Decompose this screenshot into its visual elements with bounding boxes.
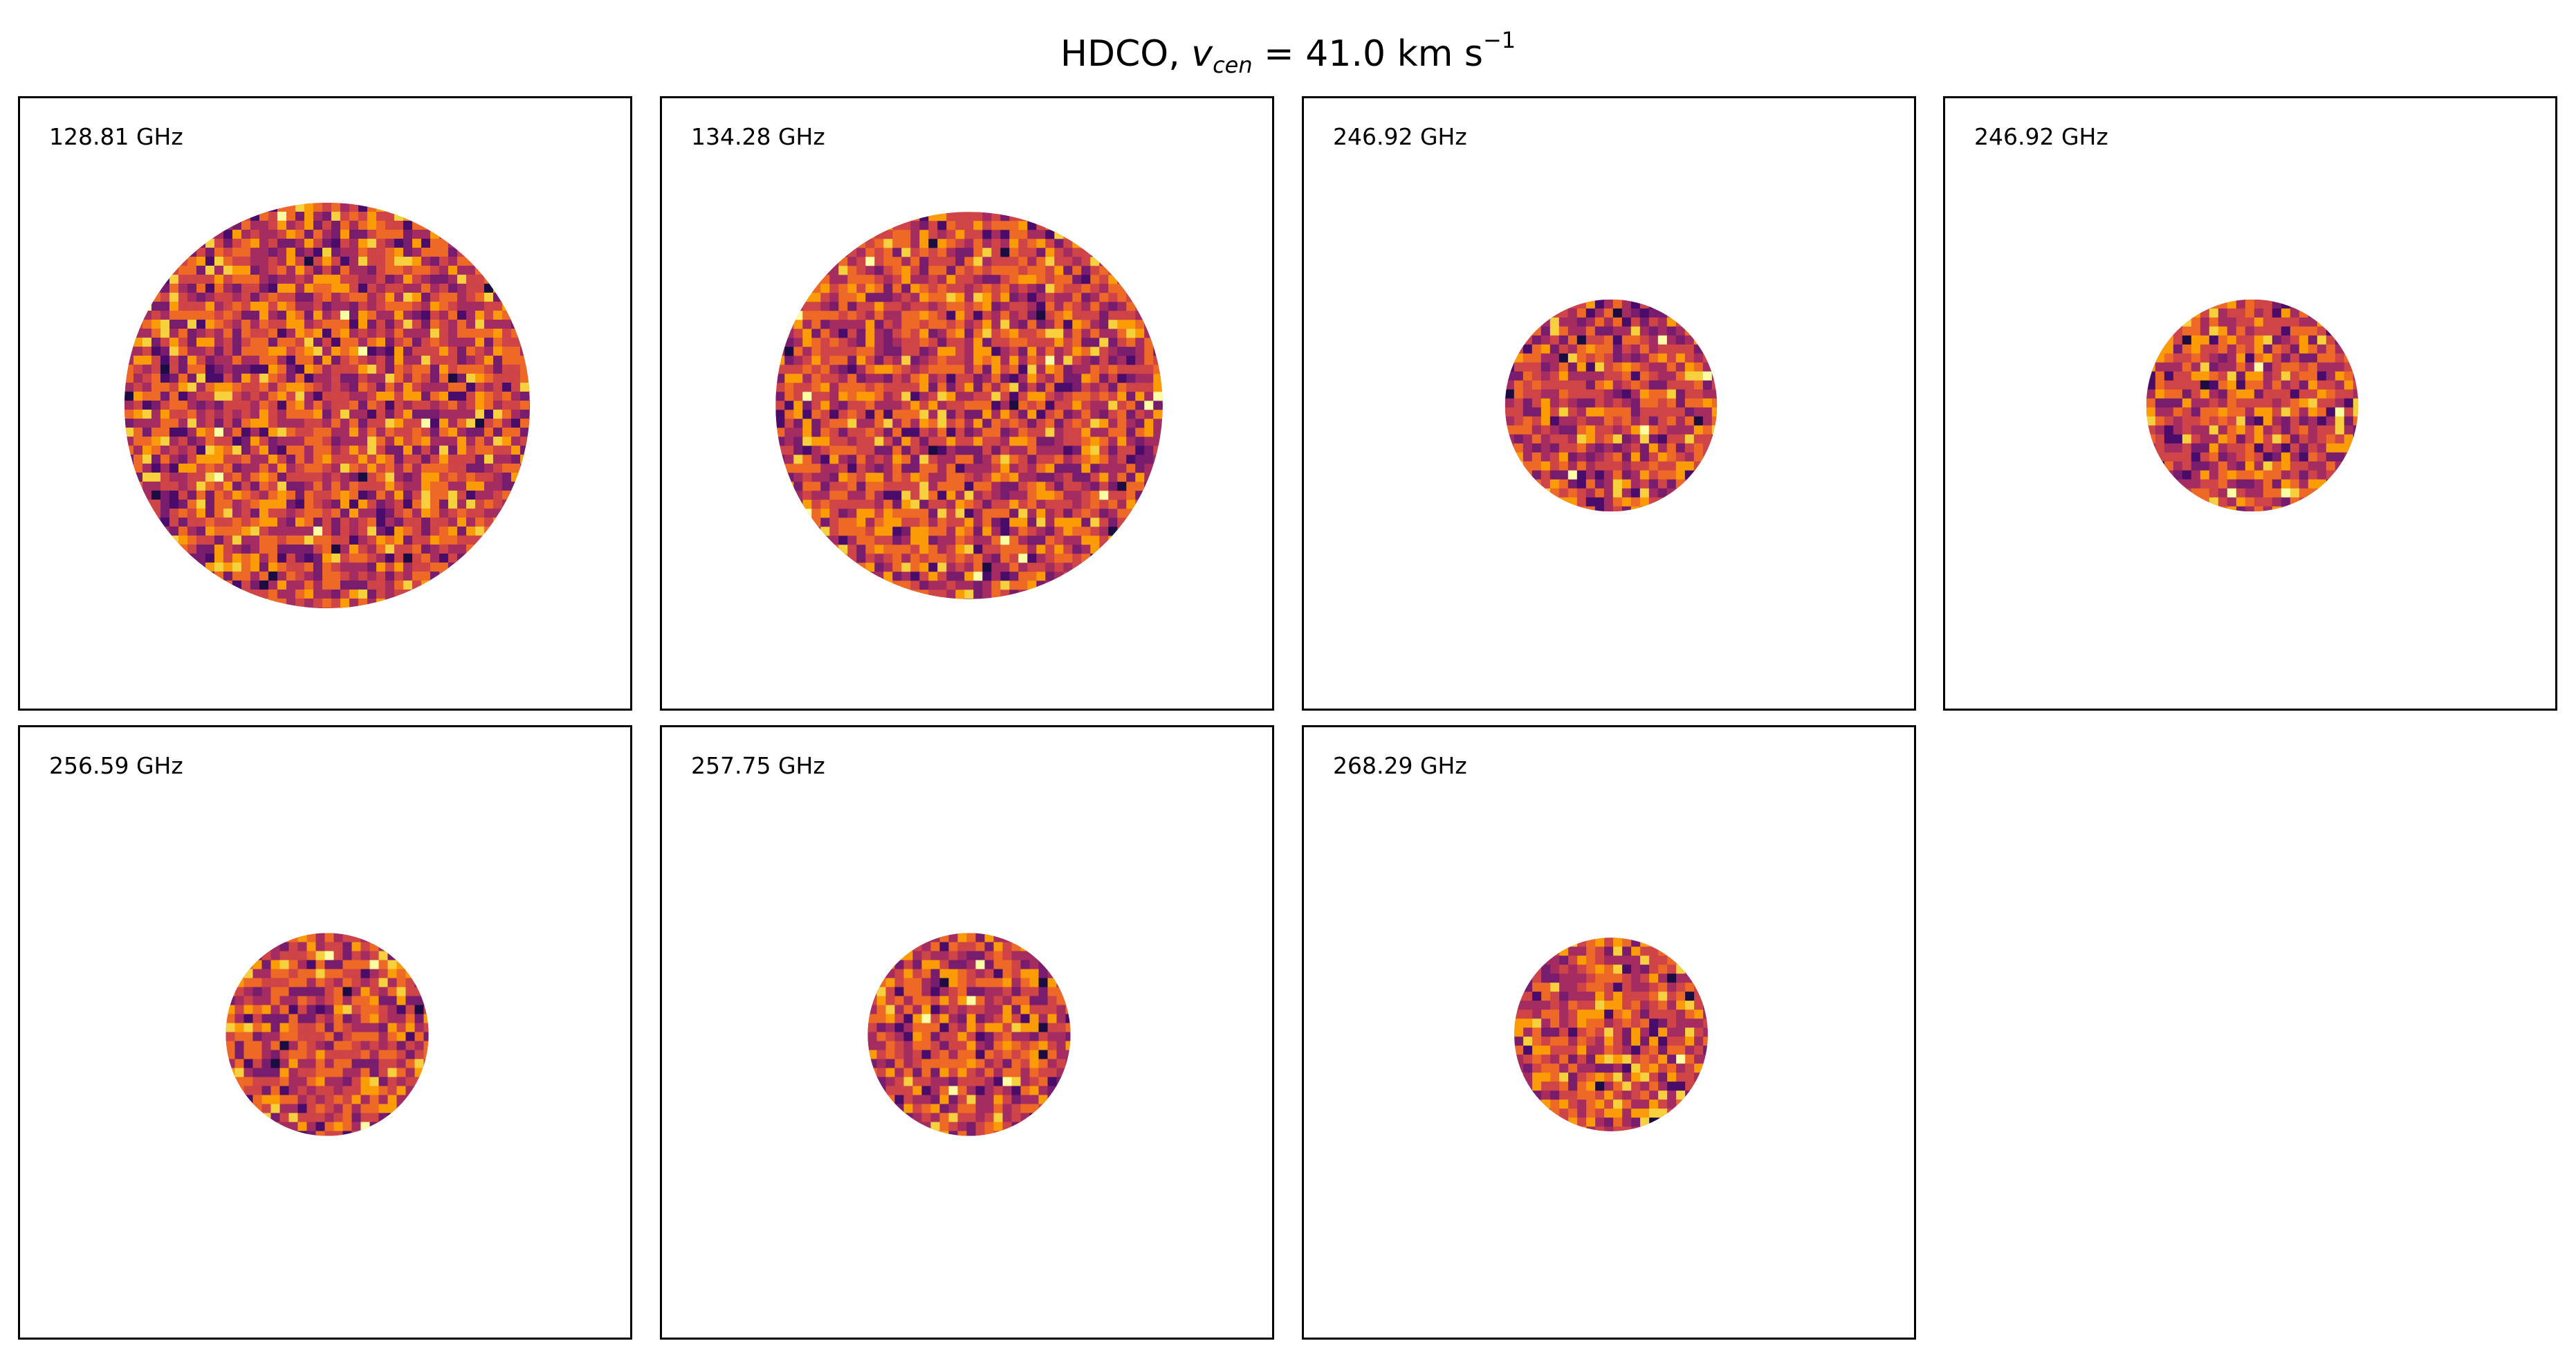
- noise-field: [124, 202, 531, 609]
- map-panel: 256.59 GHz: [18, 725, 632, 1340]
- map-panel: 128.81 GHz: [18, 96, 632, 711]
- intensity-map: [1514, 938, 1708, 1131]
- map-panel: 134.28 GHz: [660, 96, 1274, 711]
- noise-field: [1514, 938, 1708, 1131]
- frequency-label: 257.75 GHz: [691, 752, 825, 779]
- map-panel: 246.92 GHz: [1302, 96, 1916, 711]
- title-main: HDCO,: [1060, 33, 1192, 75]
- noise-field: [2146, 299, 2359, 512]
- map-panel: 257.75 GHz: [660, 725, 1274, 1340]
- intensity-map: [775, 212, 1163, 599]
- noise-field: [775, 212, 1163, 599]
- title-subscript: cen: [1213, 52, 1253, 78]
- frequency-label: 268.29 GHz: [1333, 752, 1467, 779]
- frequency-label: 246.92 GHz: [1974, 123, 2108, 150]
- frequency-label: 134.28 GHz: [691, 123, 825, 150]
- frequency-label: 246.92 GHz: [1333, 123, 1467, 150]
- title-equation: = 41.0 km s: [1252, 33, 1483, 75]
- noise-field: [1505, 299, 1718, 512]
- map-panel: 246.92 GHz: [1943, 96, 2557, 711]
- noise-field: [226, 933, 429, 1136]
- frequency-label: 256.59 GHz: [49, 752, 183, 779]
- frequency-label: 128.81 GHz: [49, 123, 183, 150]
- figure-title: HDCO, vcen = 41.0 km s−1: [0, 12, 2576, 93]
- intensity-map: [226, 933, 429, 1136]
- noise-field: [867, 933, 1071, 1136]
- intensity-map: [2146, 299, 2359, 512]
- intensity-map: [124, 202, 531, 609]
- intensity-map: [867, 933, 1071, 1136]
- intensity-map: [1505, 299, 1718, 512]
- map-panel: 268.29 GHz: [1302, 725, 1916, 1340]
- title-superscript: −1: [1482, 27, 1516, 53]
- title-variable: v: [1191, 33, 1213, 75]
